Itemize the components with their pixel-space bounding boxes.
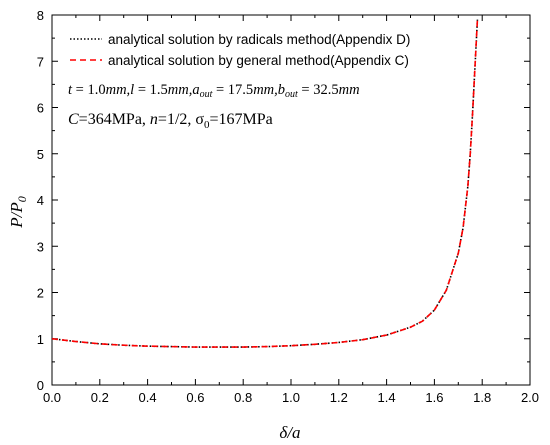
y-tick-label: 7: [37, 54, 44, 69]
y-tick-label: 0: [37, 378, 44, 393]
y-axis-title: P/P0: [7, 196, 29, 229]
y-tick-label: 1: [37, 332, 44, 347]
series-line-general: [51, 19, 479, 348]
y-tick-label: 4: [37, 193, 44, 208]
ticks: 0.0 0.2 0.4 0.6 0.8 1.0 1.2 1.4 1.6 1.8 2.0 0 1 2 3 4 5 6…: [37, 8, 539, 405]
legend-label-general: analytical solution by general method(Ap…: [108, 53, 409, 68]
x-tick-label: 2.0: [521, 390, 539, 405]
x-tick-label: 0.4: [139, 390, 157, 405]
legend-label-radicals: analytical solution by radicals method(A…: [108, 32, 410, 47]
y-tick-label: 8: [37, 8, 44, 23]
x-tick-label: 0.0: [43, 390, 61, 405]
plot-frame: [51, 14, 531, 386]
legend: analytical solution by radicals method(A…: [70, 32, 410, 68]
series-layer: [51, 19, 479, 348]
x-tick-label: 0.6: [186, 390, 204, 405]
x-tick-label: 1.8: [473, 390, 491, 405]
y-tick-label: 2: [37, 286, 44, 301]
x-tick-label: 1.0: [282, 390, 300, 405]
axes: [51, 14, 531, 386]
x-tick-label: 1.2: [330, 390, 348, 405]
x-axis-title: δ/a: [279, 423, 300, 442]
x-tick-label: 0.2: [91, 390, 109, 405]
x-tick-label: 0.8: [234, 390, 252, 405]
y-tick-label: 6: [37, 101, 44, 116]
annotation-material: C=364MPa, n=1/2, σ0=167MPa: [68, 111, 273, 131]
annotation-geometry: t = 1.0mm,l = 1.5mm,aout = 17.5mm,bout =…: [68, 82, 360, 100]
x-tick-label: 1.6: [425, 390, 443, 405]
x-tick-label: 1.4: [378, 390, 396, 405]
y-tick-label: 3: [37, 239, 44, 254]
y-tick-label: 5: [37, 147, 44, 162]
series-line-radicals: [51, 19, 479, 348]
